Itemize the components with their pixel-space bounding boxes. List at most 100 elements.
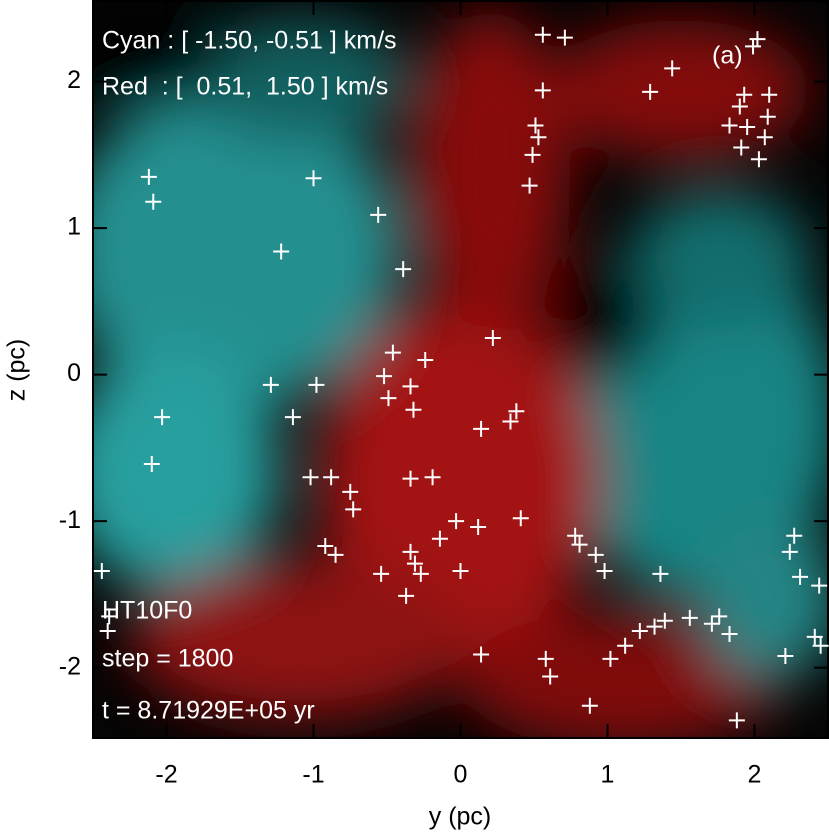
star-marker	[777, 647, 794, 664]
star-marker	[631, 623, 648, 640]
star-marker	[402, 543, 419, 560]
star-marker	[681, 609, 698, 626]
star-marker	[756, 129, 773, 146]
star-marker	[711, 608, 728, 625]
star-marker	[424, 469, 441, 486]
star-marker	[750, 151, 767, 168]
star-marker	[384, 344, 401, 361]
star-marker	[431, 530, 448, 547]
star-marker	[406, 555, 423, 572]
star-marker	[327, 546, 344, 563]
star-marker	[512, 510, 529, 527]
star-marker	[527, 117, 544, 134]
star-marker	[664, 60, 681, 77]
density-map	[93, 1, 828, 738]
star-marker	[305, 170, 322, 187]
star-marker	[345, 501, 362, 518]
y-tick-label: 0	[67, 359, 81, 387]
star-marker	[656, 612, 673, 629]
star-marker	[412, 565, 429, 582]
star-marker	[786, 527, 803, 544]
x-tick-label: 2	[748, 761, 762, 789]
annotation: HT10F0	[102, 597, 192, 625]
annotation: Red : [ 0.51, 1.50 ] km/s	[102, 73, 388, 101]
x-tick-label: 1	[601, 761, 615, 789]
annotation: Cyan : [ -1.50, -0.51 ] km/s	[102, 27, 397, 55]
star-marker	[473, 646, 490, 663]
star-marker	[521, 177, 538, 194]
star-marker	[417, 351, 434, 368]
y-axis-label: z (pc)	[3, 339, 31, 402]
star-marker	[806, 628, 823, 645]
star-marker	[534, 26, 551, 43]
y-tick-label: 1	[67, 213, 81, 241]
star-marker	[567, 527, 584, 544]
annotation: step = 1800	[102, 645, 233, 673]
star-marker	[376, 368, 393, 385]
star-marker	[452, 562, 469, 579]
star-marker	[721, 117, 738, 134]
star-marker	[812, 637, 829, 654]
x-tick-label: -1	[302, 761, 324, 789]
star-marker	[473, 420, 490, 437]
star-marker	[571, 536, 588, 553]
star-marker	[317, 538, 334, 555]
star-marker	[745, 38, 762, 55]
star-marker	[93, 562, 110, 579]
star-marker	[731, 98, 748, 115]
y-tick-label: -1	[59, 506, 81, 534]
star-marker	[781, 543, 798, 560]
star-marker	[508, 403, 525, 420]
star-marker	[448, 513, 465, 530]
star-marker	[739, 119, 756, 136]
star-marker	[587, 546, 604, 563]
star-marker	[537, 650, 554, 667]
star-marker	[370, 206, 387, 223]
star-marker	[402, 378, 419, 395]
star-marker	[284, 409, 301, 426]
star-marker	[484, 329, 501, 346]
star-marker	[380, 390, 397, 407]
star-marker	[140, 168, 157, 185]
star-marker	[530, 129, 547, 146]
annotation: (a)	[712, 42, 743, 70]
star-marker	[470, 519, 487, 536]
star-marker	[728, 712, 745, 729]
star-marker	[273, 243, 290, 260]
star-marker	[99, 623, 116, 640]
star-marker	[642, 83, 659, 100]
star-marker	[402, 470, 419, 487]
star-marker	[596, 562, 613, 579]
star-marker	[602, 650, 619, 667]
star-marker	[761, 86, 778, 103]
star-marker	[101, 608, 118, 625]
star-marker	[617, 637, 634, 654]
star-marker	[792, 568, 809, 585]
star-marker	[542, 668, 559, 685]
star-marker	[811, 577, 828, 594]
star-marker	[398, 587, 415, 604]
star-marker	[405, 401, 422, 418]
y-tick-label: -2	[59, 652, 81, 680]
x-tick-label: -2	[155, 761, 177, 789]
star-marker	[581, 697, 598, 714]
star-marker	[556, 29, 573, 46]
star-marker	[143, 456, 160, 473]
annotation: t = 8.71929E+05 yr	[102, 697, 315, 725]
star-marker	[302, 469, 319, 486]
star-marker	[736, 86, 753, 103]
star-marker	[733, 139, 750, 156]
star-marker	[308, 376, 325, 393]
star-marker	[373, 565, 390, 582]
star-marker	[759, 108, 776, 125]
star-marker	[154, 409, 171, 426]
star-marker	[262, 376, 279, 393]
x-tick-label: 0	[454, 761, 468, 789]
star-marker	[323, 469, 340, 486]
star-marker	[646, 618, 663, 635]
star-marker	[534, 82, 551, 99]
star-marker	[703, 615, 720, 632]
star-marker	[145, 193, 162, 210]
